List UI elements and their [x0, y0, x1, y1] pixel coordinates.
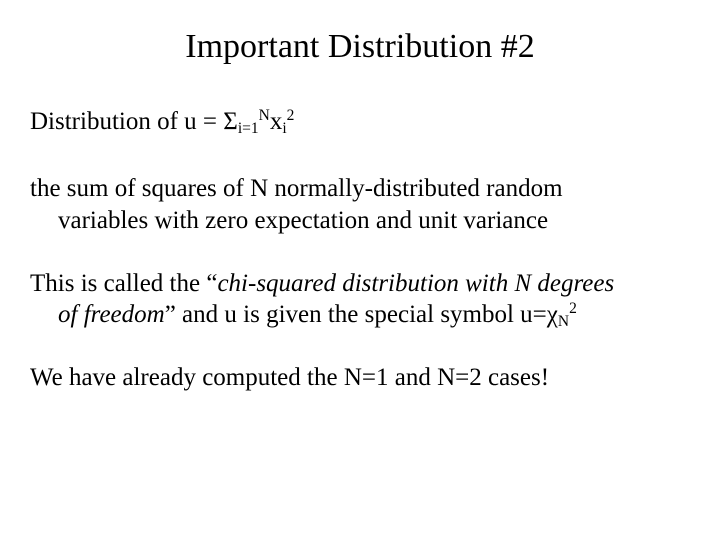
paragraph-2: the sum of squares of N normally-distrib…: [30, 173, 690, 236]
formula-line: Distribution of u = Σi=1Nxi2: [30, 106, 690, 137]
sum-lower: i=1: [238, 120, 259, 137]
x-var: x: [270, 108, 283, 135]
chi-sup: 2: [569, 300, 577, 317]
p2-line1: the sum of squares of N normally-distrib…: [30, 173, 690, 204]
paragraph-4: We have already computed the N=1 and N=2…: [30, 362, 690, 393]
chi-symbol: χ: [547, 301, 558, 328]
p3-lead: This is called the “: [30, 270, 217, 297]
sigma-symbol: Σ: [223, 108, 238, 135]
slide: Important Distribution #2 Distribution o…: [0, 0, 720, 540]
slide-title: Important Distribution #2: [30, 28, 690, 66]
paragraph-3: This is called the “chi-squared distribu…: [30, 268, 690, 331]
p1-lead: Distribution of u =: [30, 108, 223, 135]
x-sup: 2: [287, 107, 295, 124]
x-sub: i: [282, 120, 286, 137]
p3-ital-2: of freedom: [58, 301, 165, 328]
sum-upper: N: [259, 107, 270, 124]
chi-sub: N: [558, 313, 569, 330]
p2-line2: variables with zero expectation and unit…: [30, 205, 690, 236]
p3-after: ” and u is given the special symbol u=: [165, 301, 547, 328]
p3-ital-1: chi-squared distribution with N degrees: [217, 270, 614, 297]
